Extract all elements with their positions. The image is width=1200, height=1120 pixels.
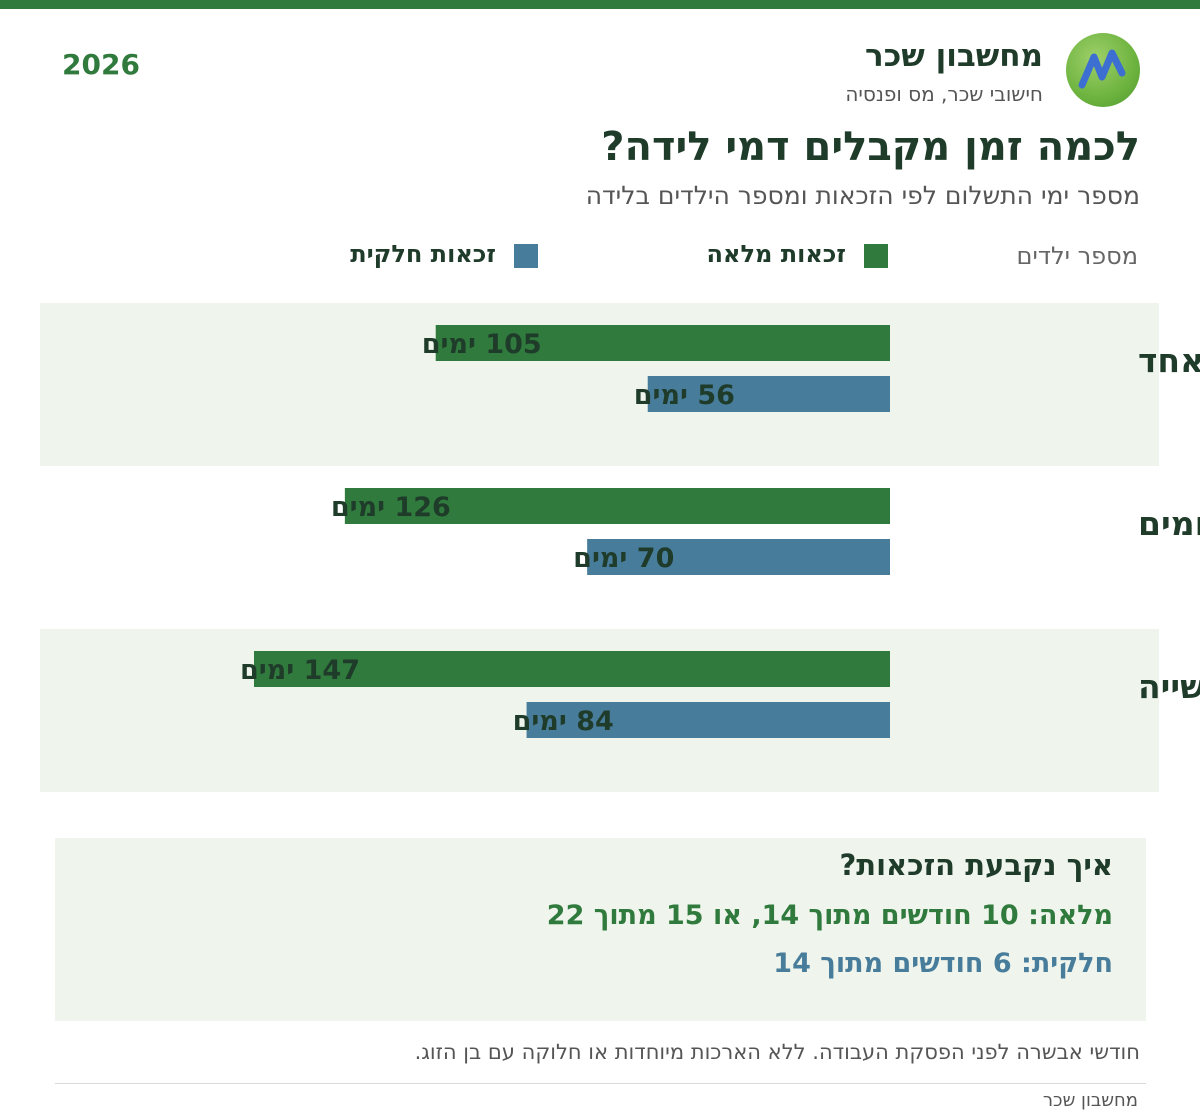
note-full-line: מלאה: 10 חודשים מתוך 14, או 15 מתוך 22 <box>547 900 1113 931</box>
brand-subtitle: חישובי שכר, מס ופנסיה <box>845 82 1043 106</box>
value-label-0-0: 105 ימים <box>422 329 542 360</box>
legend-item-partial: זכאות חלקית <box>308 240 538 270</box>
category-label-2: שלישייה <box>1138 667 1200 706</box>
footer-divider <box>55 1083 1146 1084</box>
legend-swatch-full <box>864 244 888 268</box>
note-full-label: מלאה: <box>1028 900 1113 931</box>
value-label-1-2: 84 ימים <box>513 706 614 737</box>
bar-0-1 <box>344 488 890 524</box>
category-label-0: ילד אחד <box>1138 341 1200 380</box>
footer-credit: מחשבון שכר <box>1042 1090 1138 1111</box>
page-subtitle: מספר ימי התשלום לפי הזכאות ומספר הילדים … <box>585 181 1140 210</box>
value-label-1-1: 70 ימים <box>573 543 674 574</box>
top-accent-bar <box>0 0 1200 9</box>
legend-item-full: זכאות מלאה <box>658 240 888 270</box>
children-axis-label: מספר ילדים <box>1016 242 1138 270</box>
bar-1-2 <box>526 702 890 738</box>
note-full-text: 10 חודשים מתוך 14, או 15 מתוך 22 <box>546 900 1019 931</box>
legend-label-full: זכאות מלאה <box>706 240 846 268</box>
value-label-0-2: 147 ימים <box>240 655 360 686</box>
page-title: לכמה זמן מקבלים דמי לידה? <box>601 124 1140 170</box>
category-label-1: תאומים <box>1138 504 1200 543</box>
bar-chart: ילד אחד 105 ימים 56 ימים תאומים 126 ימים 70 י… <box>40 303 1200 792</box>
bar-0-2 <box>254 651 890 687</box>
note-partial-text: 6 חודשים מתוך 14 <box>773 948 1012 979</box>
eligibility-note: איך נקבעת הזכאות? מלאה: 10 חודשים מתוך 1… <box>55 838 1146 1021</box>
legend-label-partial: זכאות חלקית <box>350 240 496 268</box>
footnote: חודשי אבשרה לפני הפסקת העבודה. ללא הארכו… <box>414 1040 1140 1064</box>
bar-1-0 <box>647 376 890 412</box>
note-partial-label: חלקית: <box>1021 948 1113 979</box>
legend-swatch-partial <box>514 244 538 268</box>
note-title: איך נקבעת הזכאות? <box>839 848 1113 882</box>
bar-1-1 <box>587 539 890 575</box>
note-partial-line: חלקית: 6 חודשים מתוך 14 <box>773 948 1113 979</box>
brand-logo-icon <box>1066 33 1140 107</box>
bar-0-0 <box>435 325 890 361</box>
value-label-0-1: 126 ימים <box>331 492 451 523</box>
value-label-1-0: 56 ימים <box>634 380 735 411</box>
year-label: 2026 <box>62 48 140 81</box>
brand-title: מחשבון שכר <box>865 38 1043 74</box>
